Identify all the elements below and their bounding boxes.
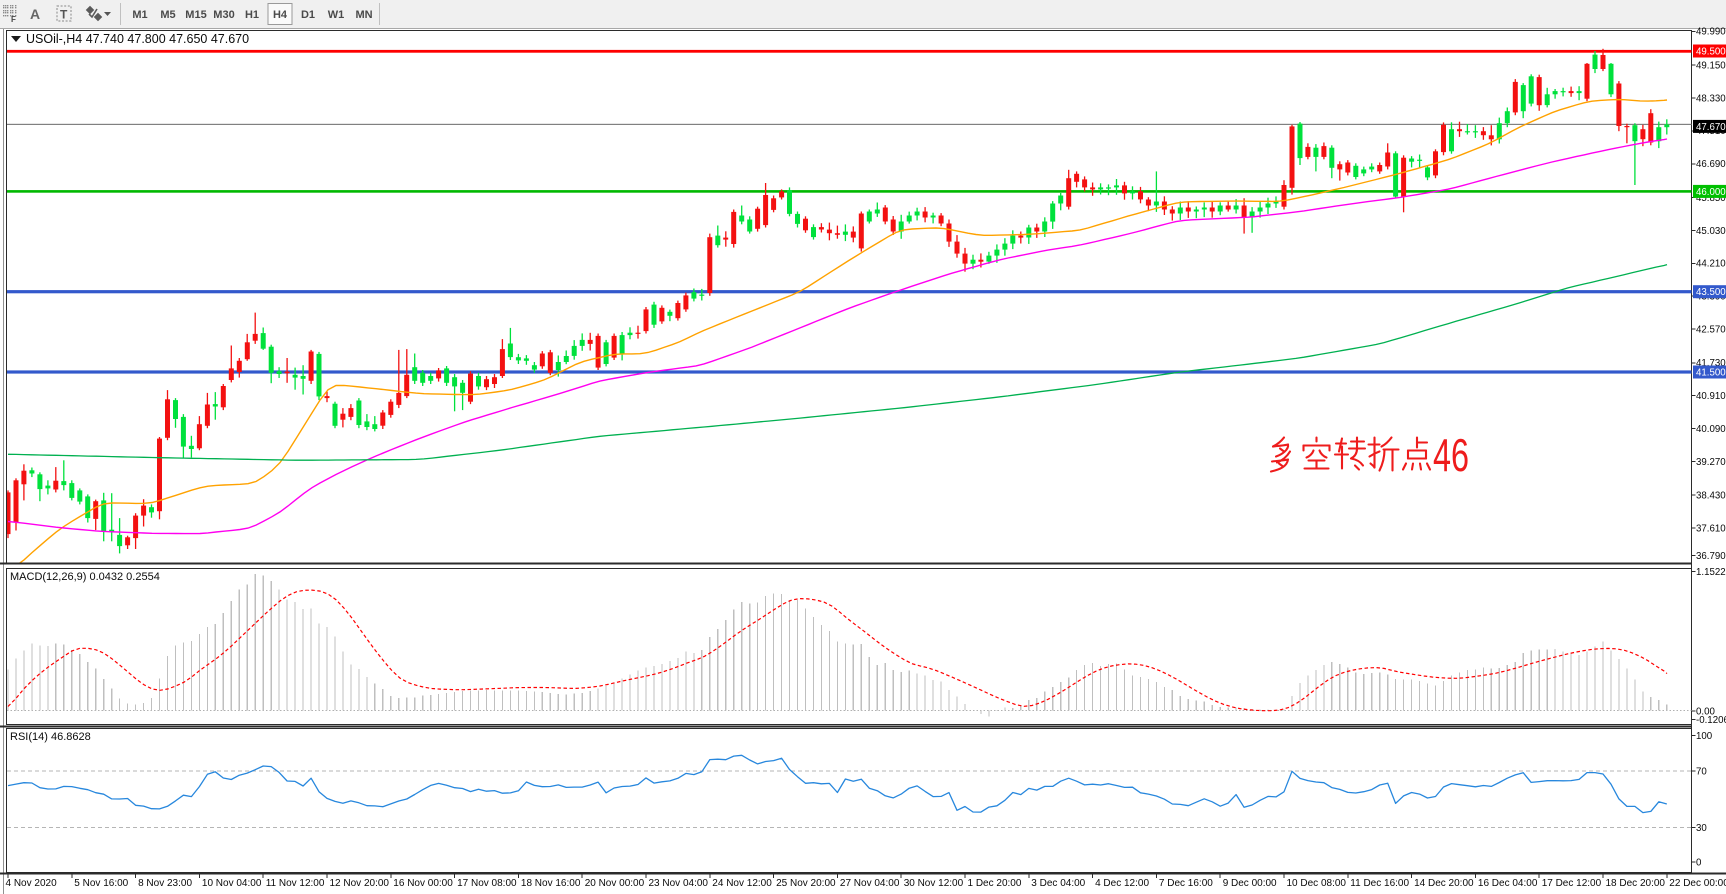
svg-text:RSI(14) 46.8628: RSI(14) 46.8628 [10,731,91,743]
svg-text:-0.1206: -0.1206 [1696,715,1726,726]
svg-text:16 Dec 04:00: 16 Dec 04:00 [1478,878,1538,889]
svg-text:30 Nov 12:00: 30 Nov 12:00 [904,878,964,889]
svg-text:0: 0 [1696,857,1702,868]
svg-text:9 Dec 00:00: 9 Dec 00:00 [1223,878,1277,889]
svg-text:F: F [11,15,16,24]
svg-text:22 Dec 00:00: 22 Dec 00:00 [1669,878,1726,889]
svg-text:49.500: 49.500 [1696,46,1726,57]
svg-text:10 Dec 08:00: 10 Dec 08:00 [1287,878,1347,889]
svg-text:5 Nov 16:00: 5 Nov 16:00 [74,878,128,889]
svg-text:18 Nov 16:00: 18 Nov 16:00 [521,878,581,889]
svg-text:24 Nov 12:00: 24 Nov 12:00 [712,878,772,889]
svg-text:42.570: 42.570 [1696,325,1726,336]
svg-text:45.850: 45.850 [1696,193,1726,204]
svg-text:49.990: 49.990 [1696,27,1726,38]
svg-text:7 Dec 16:00: 7 Dec 16:00 [1159,878,1213,889]
svg-text:100: 100 [1696,731,1713,742]
svg-text:36.790: 36.790 [1696,551,1726,562]
svg-text:27 Nov 04:00: 27 Nov 04:00 [840,878,900,889]
svg-text:46: 46 [1433,429,1469,481]
svg-text:14 Dec 20:00: 14 Dec 20:00 [1414,878,1474,889]
svg-text:W1: W1 [328,9,345,21]
svg-text:17 Dec 12:00: 17 Dec 12:00 [1542,878,1602,889]
svg-text:25 Nov 20:00: 25 Nov 20:00 [776,878,836,889]
svg-text:38.430: 38.430 [1696,491,1726,502]
svg-text:37.610: 37.610 [1696,524,1726,535]
svg-text:20 Nov 00:00: 20 Nov 00:00 [585,878,645,889]
svg-text:46.690: 46.690 [1696,159,1726,170]
svg-text:MN: MN [355,9,372,21]
svg-text:41.500: 41.500 [1696,367,1726,378]
svg-text:MACD(12,26,9) 0.0432 0.2554: MACD(12,26,9) 0.0432 0.2554 [10,571,160,583]
svg-text:40.090: 40.090 [1696,424,1726,435]
svg-text:40.910: 40.910 [1696,391,1726,402]
svg-text:T: T [60,8,68,22]
svg-text:H1: H1 [245,9,259,21]
svg-text:M5: M5 [160,9,175,21]
svg-text:11 Dec 16:00: 11 Dec 16:00 [1350,878,1409,889]
svg-text:1.1522: 1.1522 [1696,567,1726,578]
svg-text:16 Nov 00:00: 16 Nov 00:00 [393,878,453,889]
svg-text:4 Nov 2020: 4 Nov 2020 [6,878,58,889]
svg-text:12 Nov 20:00: 12 Nov 20:00 [330,878,390,889]
svg-text:47.670: 47.670 [1696,122,1726,133]
svg-text:23 Nov 04:00: 23 Nov 04:00 [649,878,709,889]
svg-text:41.730: 41.730 [1696,358,1726,369]
svg-text:10 Nov 04:00: 10 Nov 04:00 [202,878,262,889]
svg-text:48.330: 48.330 [1696,93,1726,104]
svg-text:M15: M15 [185,9,206,21]
svg-text:A: A [30,6,40,22]
svg-text:70: 70 [1696,766,1707,777]
svg-text:1 Dec 20:00: 1 Dec 20:00 [968,878,1022,889]
svg-text:39.270: 39.270 [1696,457,1726,468]
svg-text:4 Dec 12:00: 4 Dec 12:00 [1095,878,1149,889]
svg-text:3 Dec 04:00: 3 Dec 04:00 [1031,878,1085,889]
svg-text:49.150: 49.150 [1696,60,1726,71]
svg-text:43.500: 43.500 [1696,287,1726,298]
svg-text:46.000: 46.000 [1696,187,1726,198]
svg-text:44.210: 44.210 [1696,259,1726,270]
svg-text:H4: H4 [273,9,288,21]
svg-text:45.030: 45.030 [1696,226,1726,237]
svg-text:USOil-,H4 47.740 47.800 47.65: USOil-,H4 47.740 47.800 47.650 47.670 [26,32,249,46]
svg-text:11 Nov 12:00: 11 Nov 12:00 [266,878,325,889]
svg-text:17 Nov 08:00: 17 Nov 08:00 [457,878,517,889]
svg-text:8 Nov 23:00: 8 Nov 23:00 [138,878,192,889]
svg-text:D1: D1 [301,9,315,21]
svg-text:M30: M30 [213,9,234,21]
svg-text:18 Dec 20:00: 18 Dec 20:00 [1606,878,1666,889]
svg-text:30: 30 [1696,823,1707,834]
svg-text:M1: M1 [132,9,147,21]
svg-text:0.00: 0.00 [1696,706,1715,717]
